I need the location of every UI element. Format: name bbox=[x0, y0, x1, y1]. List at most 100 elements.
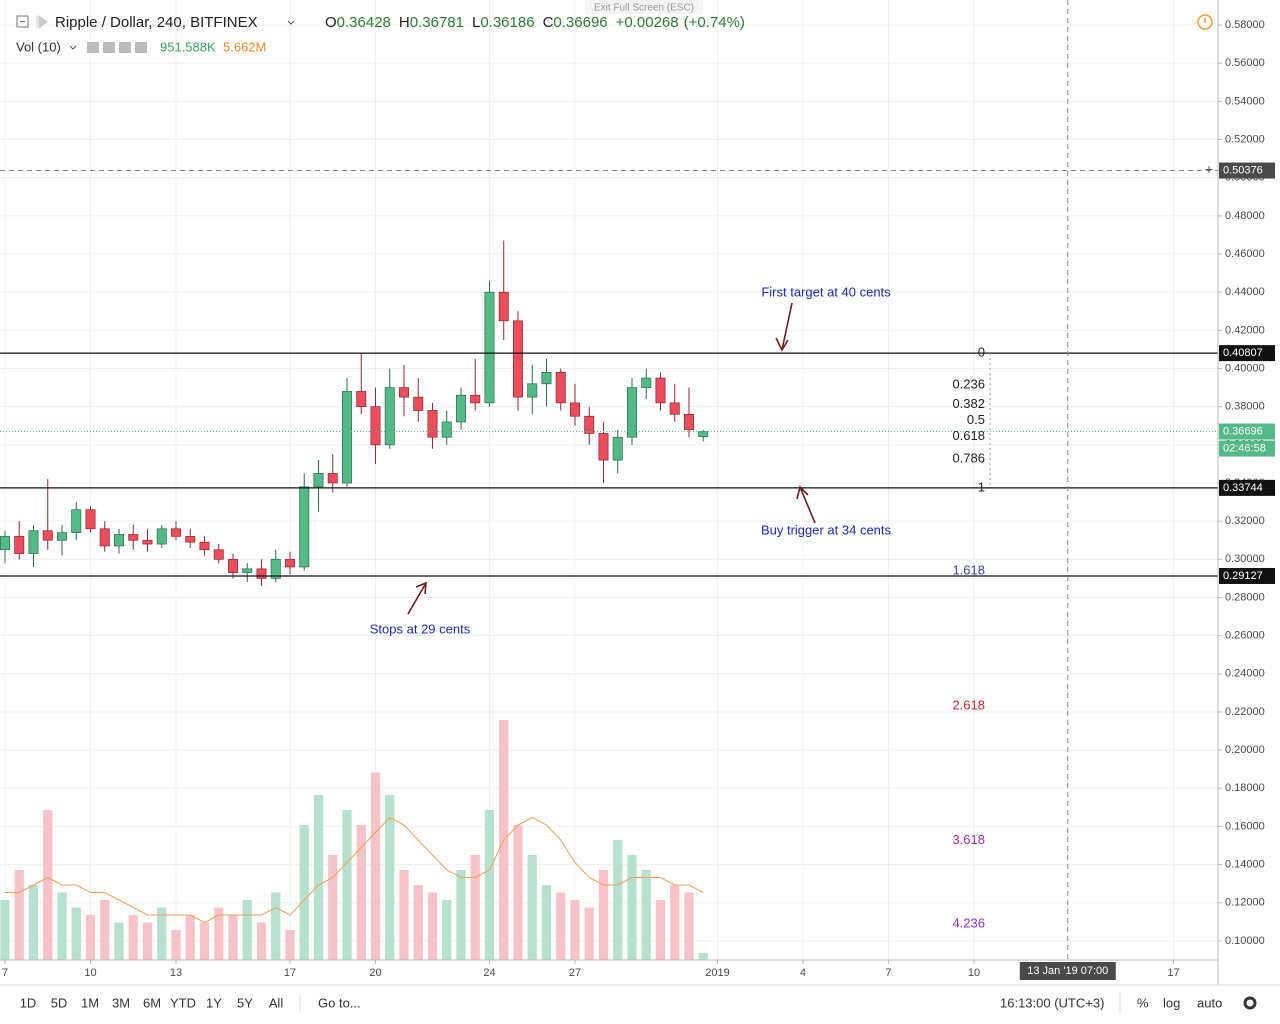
candle-body bbox=[470, 394, 481, 404]
x-tick-label: 10 bbox=[968, 967, 980, 979]
vol-name[interactable]: Vol (10) bbox=[16, 39, 61, 54]
fib-level-label: 1 bbox=[978, 479, 985, 494]
vol-dropdown[interactable] bbox=[69, 45, 77, 50]
period-button[interactable]: 3M bbox=[112, 995, 130, 1010]
volume-bar bbox=[214, 907, 224, 960]
period-button[interactable]: 6M bbox=[143, 995, 161, 1010]
dropdown-icon[interactable] bbox=[287, 20, 295, 25]
candle-body bbox=[541, 371, 552, 385]
volume-bar bbox=[442, 900, 452, 960]
candle-body bbox=[313, 473, 324, 488]
y-tick-label: 0.58000 bbox=[1225, 19, 1265, 31]
auto-toggle[interactable]: auto bbox=[1197, 995, 1222, 1010]
period-button[interactable]: YTD bbox=[170, 995, 196, 1010]
h-value: 0.36781 bbox=[410, 14, 464, 31]
volume-bar bbox=[71, 907, 81, 960]
volume-bar bbox=[171, 930, 181, 960]
candle-body bbox=[555, 371, 566, 404]
volume-bar bbox=[28, 885, 39, 960]
clock[interactable]: 16:13:00 (UTC+3) bbox=[1000, 995, 1104, 1010]
y-tick-label: 0.14000 bbox=[1225, 859, 1265, 871]
period-button[interactable]: 1Y bbox=[206, 995, 222, 1010]
goto[interactable]: Go to... bbox=[318, 995, 361, 1010]
y-tick-label: 0.26000 bbox=[1225, 630, 1265, 642]
period-button[interactable]: 1D bbox=[20, 995, 37, 1010]
candle-body bbox=[228, 558, 238, 574]
vol-ma: 5.662M bbox=[223, 39, 266, 54]
exit-box[interactable] bbox=[585, 0, 703, 14]
candle-body bbox=[612, 436, 623, 461]
last-price-label: 0.36696 bbox=[1223, 425, 1263, 437]
candle-body bbox=[584, 415, 595, 434]
vol-more-btn[interactable] bbox=[119, 42, 131, 53]
fib-level-label: 3.618 bbox=[952, 832, 985, 847]
period-button[interactable]: All bbox=[269, 995, 284, 1010]
fib-level-label: 0.618 bbox=[952, 428, 985, 443]
symbol[interactable]: Ripple / Dollar, 240, BITFINEX bbox=[55, 14, 258, 31]
volume-bar bbox=[684, 892, 694, 960]
annotation: Stops at 29 cents bbox=[370, 621, 471, 636]
fib-level-label: 2.618 bbox=[952, 697, 985, 712]
volume-bar bbox=[385, 795, 395, 960]
annotation: Buy trigger at 34 cents bbox=[761, 522, 892, 537]
y-tick-label: 0.48000 bbox=[1225, 210, 1265, 222]
c-value: 0.36696 bbox=[553, 14, 607, 31]
volume-bar bbox=[484, 810, 495, 960]
collapse-icon[interactable] bbox=[16, 15, 29, 28]
arrow-first-target bbox=[775, 302, 793, 352]
vol-last: 951.588K bbox=[160, 39, 216, 54]
candle-body bbox=[199, 541, 210, 551]
y-tick-label: 0.52000 bbox=[1225, 133, 1265, 145]
volume-ma-line bbox=[5, 816, 704, 924]
y-tick-label: 0.46000 bbox=[1225, 248, 1265, 260]
hline-price-label: 0.33744 bbox=[1223, 482, 1263, 494]
vol-settings-btn[interactable] bbox=[103, 42, 115, 53]
candle-body bbox=[399, 387, 409, 398]
candle-body bbox=[85, 509, 96, 530]
volume-bar bbox=[470, 855, 480, 960]
last-price-box bbox=[1219, 423, 1275, 440]
alert-icon[interactable] bbox=[1197, 14, 1213, 30]
candle-body bbox=[0, 536, 10, 551]
percent-toggle[interactable]: % bbox=[1137, 995, 1149, 1010]
change-pct: (+0.74%) bbox=[684, 14, 745, 31]
candle-body bbox=[698, 431, 709, 438]
fib-level-label: 0.382 bbox=[952, 396, 985, 411]
period-buttons: 1D 5D 1M 3M 6M YTD 1Y 5Y All bbox=[20, 995, 284, 1010]
crosshair-price-box bbox=[1219, 162, 1275, 179]
x-tick-label: 10 bbox=[84, 967, 96, 979]
volume-bar bbox=[356, 825, 366, 960]
candle-body bbox=[641, 377, 652, 388]
y-tick-label: 0.32000 bbox=[1225, 515, 1265, 527]
log-toggle[interactable]: log bbox=[1163, 995, 1180, 1010]
candle-body bbox=[627, 387, 637, 438]
candle-body bbox=[669, 402, 680, 415]
period-button[interactable]: 5D bbox=[51, 995, 68, 1010]
volume-bar bbox=[456, 870, 466, 960]
period-button[interactable]: 5Y bbox=[237, 995, 253, 1010]
volume-bar bbox=[641, 870, 651, 960]
vol-eye-btn[interactable] bbox=[87, 42, 99, 53]
candle-body bbox=[370, 406, 381, 446]
candle-body bbox=[171, 528, 181, 537]
crosshair-price-label: 0.50376 bbox=[1223, 164, 1263, 176]
exit-fullscreen[interactable]: Exit Full Screen (ESC) bbox=[594, 3, 694, 14]
x-tick-label: 7 bbox=[885, 967, 891, 979]
candle-body bbox=[14, 536, 25, 554]
vol-remove-btn[interactable] bbox=[135, 42, 147, 53]
y-tick-label: 0.56000 bbox=[1225, 57, 1265, 69]
candle-body bbox=[285, 558, 295, 568]
candle-body bbox=[256, 568, 267, 579]
volume-bar bbox=[698, 952, 708, 960]
volume-bar bbox=[14, 870, 24, 960]
period-button[interactable]: 1M bbox=[81, 995, 99, 1010]
x-tick-label: 4 bbox=[800, 967, 806, 979]
candle-body bbox=[213, 549, 224, 560]
fib-level-label: 0.5 bbox=[967, 412, 985, 427]
settings-icon[interactable] bbox=[1243, 996, 1257, 1010]
y-tick-label: 0.44000 bbox=[1225, 286, 1265, 298]
symbol-icon bbox=[36, 15, 48, 29]
y-tick-label: 0.10000 bbox=[1225, 935, 1265, 947]
hline-price-label: 0.29127 bbox=[1223, 570, 1263, 582]
